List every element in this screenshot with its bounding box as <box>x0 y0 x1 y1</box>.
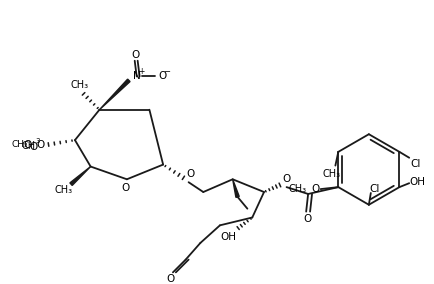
Text: CH: CH <box>22 141 36 151</box>
Text: Cl: Cl <box>369 184 379 194</box>
Text: OH: OH <box>408 177 424 187</box>
Text: CH₃: CH₃ <box>71 80 89 90</box>
Text: O: O <box>131 50 139 60</box>
Text: 3: 3 <box>36 138 40 144</box>
Polygon shape <box>99 79 130 110</box>
Text: O: O <box>302 214 311 224</box>
Text: +: + <box>138 67 145 76</box>
Text: CH₃: CH₃ <box>54 185 72 195</box>
Text: CH₃: CH₃ <box>12 141 28 149</box>
Text: O: O <box>167 274 175 284</box>
Text: O: O <box>186 169 194 179</box>
Text: O: O <box>122 183 130 193</box>
Polygon shape <box>232 179 239 197</box>
Text: O: O <box>36 140 45 150</box>
Polygon shape <box>70 166 90 185</box>
Text: O: O <box>311 184 319 194</box>
Text: O: O <box>158 71 166 82</box>
Text: O: O <box>23 140 32 150</box>
Text: CH₃: CH₃ <box>322 169 340 179</box>
Text: N: N <box>132 71 140 82</box>
Text: O: O <box>282 174 290 184</box>
Text: CH₃: CH₃ <box>287 184 306 194</box>
Text: −: − <box>163 67 170 76</box>
Text: O: O <box>30 142 38 152</box>
Text: OH: OH <box>220 232 236 242</box>
Text: Cl: Cl <box>409 158 419 169</box>
